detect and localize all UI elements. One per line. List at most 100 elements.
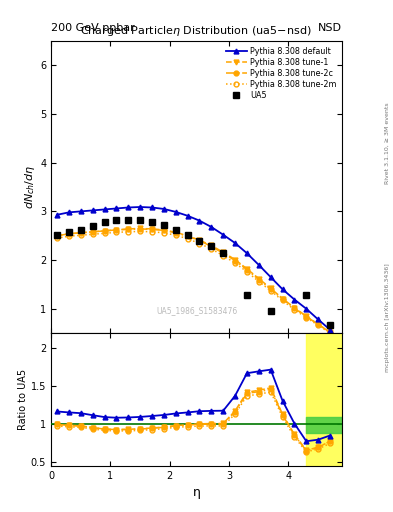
Text: 200 GeV ppbar: 200 GeV ppbar: [51, 23, 135, 33]
Line: UA5: UA5: [54, 217, 333, 328]
Pythia 8.308 tune-2c: [66, 231, 71, 237]
Pythia 8.308 tune-2c: [233, 258, 237, 264]
Pythia 8.308 tune-2c: [257, 276, 261, 283]
Pythia 8.308 tune-1: [316, 322, 321, 328]
Pythia 8.308 tune-2c: [197, 238, 202, 244]
Pythia 8.308 tune-1: [233, 257, 237, 263]
Pythia 8.308 tune-2c: [138, 226, 143, 232]
Pythia 8.308 tune-2c: [304, 313, 309, 319]
Pythia 8.308 tune-1: [114, 227, 119, 233]
Pythia 8.308 default: [185, 212, 190, 219]
Pythia 8.308 tune-1: [102, 228, 107, 234]
Text: UA5_1986_S1583476: UA5_1986_S1583476: [156, 307, 237, 315]
Pythia 8.308 tune-1: [257, 275, 261, 282]
Pythia 8.308 default: [280, 286, 285, 292]
Pythia 8.308 tune-1: [304, 313, 309, 319]
Pythia 8.308 tune-1: [328, 329, 332, 335]
Pythia 8.308 tune-2c: [328, 329, 332, 335]
Pythia 8.308 tune-2m: [114, 229, 119, 236]
Pythia 8.308 default: [150, 204, 154, 210]
UA5: [126, 217, 130, 223]
Pythia 8.308 tune-1: [55, 232, 59, 239]
Pythia 8.308 default: [233, 240, 237, 246]
Pythia 8.308 tune-2c: [90, 229, 95, 235]
Pythia 8.308 tune-2m: [233, 260, 237, 266]
Pythia 8.308 default: [268, 274, 273, 280]
Pythia 8.308 tune-1: [197, 237, 202, 243]
UA5: [138, 217, 143, 223]
Line: Pythia 8.308 tune-2m: Pythia 8.308 tune-2m: [55, 229, 332, 335]
Pythia 8.308 default: [304, 306, 309, 312]
Pythia 8.308 default: [162, 206, 166, 212]
Pythia 8.308 tune-2m: [221, 252, 226, 259]
X-axis label: η: η: [193, 486, 200, 499]
Pythia 8.308 default: [138, 204, 143, 210]
UA5: [173, 227, 178, 233]
Pythia 8.308 tune-2m: [90, 231, 95, 238]
Pythia 8.308 tune-2m: [126, 229, 130, 235]
Pythia 8.308 tune-2c: [316, 322, 321, 328]
Pythia 8.308 tune-2c: [268, 286, 273, 292]
Pythia 8.308 tune-2m: [162, 230, 166, 236]
Pythia 8.308 tune-2c: [292, 305, 297, 311]
Text: NSD: NSD: [318, 23, 342, 33]
UA5: [79, 227, 83, 233]
Pythia 8.308 default: [257, 262, 261, 268]
Pythia 8.308 default: [221, 232, 226, 238]
Pythia 8.308 default: [102, 206, 107, 212]
UA5: [328, 322, 332, 328]
Pythia 8.308 tune-2m: [150, 229, 154, 235]
Text: Rivet 3.1.10, ≥ 3M events: Rivet 3.1.10, ≥ 3M events: [385, 102, 390, 184]
Pythia 8.308 tune-1: [292, 305, 297, 311]
Pythia 8.308 tune-1: [221, 249, 226, 255]
Pythia 8.308 default: [55, 212, 59, 218]
UA5: [185, 232, 190, 238]
Y-axis label: Ratio to UA5: Ratio to UA5: [18, 369, 28, 430]
Pythia 8.308 tune-1: [162, 227, 166, 233]
Pythia 8.308 tune-2c: [55, 232, 59, 239]
UA5: [209, 243, 214, 249]
Pythia 8.308 default: [292, 296, 297, 303]
UA5: [66, 229, 71, 235]
Text: mcplots.cern.ch [arXiv:1306.3436]: mcplots.cern.ch [arXiv:1306.3436]: [385, 263, 390, 372]
Pythia 8.308 tune-1: [244, 266, 249, 272]
Pythia 8.308 tune-2c: [221, 250, 226, 257]
UA5: [244, 292, 249, 298]
Pythia 8.308 tune-2c: [126, 226, 130, 232]
Line: Pythia 8.308 tune-1: Pythia 8.308 tune-1: [55, 226, 332, 334]
Pythia 8.308 tune-2m: [66, 233, 71, 239]
Legend: Pythia 8.308 default, Pythia 8.308 tune-1, Pythia 8.308 tune-2c, Pythia 8.308 tu: Pythia 8.308 default, Pythia 8.308 tune-…: [225, 45, 338, 101]
Pythia 8.308 tune-2m: [209, 246, 214, 252]
Pythia 8.308 tune-2m: [268, 288, 273, 294]
Pythia 8.308 tune-1: [90, 229, 95, 235]
UA5: [102, 219, 107, 225]
UA5: [304, 291, 309, 297]
Pythia 8.308 tune-1: [209, 242, 214, 248]
Pythia 8.308 default: [209, 224, 214, 230]
Pythia 8.308 tune-1: [79, 230, 83, 236]
Pythia 8.308 tune-2c: [280, 296, 285, 302]
Pythia 8.308 tune-2c: [102, 228, 107, 234]
Pythia 8.308 tune-1: [150, 226, 154, 232]
Pythia 8.308 tune-1: [66, 231, 71, 237]
Pythia 8.308 tune-2c: [173, 230, 178, 236]
UA5: [90, 223, 95, 229]
Pythia 8.308 default: [197, 218, 202, 224]
Pythia 8.308 default: [328, 327, 332, 333]
UA5: [55, 232, 59, 238]
Pythia 8.308 tune-2m: [244, 269, 249, 275]
Pythia 8.308 tune-2c: [244, 267, 249, 273]
Pythia 8.308 tune-1: [138, 225, 143, 231]
Pythia 8.308 default: [90, 207, 95, 214]
Pythia 8.308 tune-2m: [316, 322, 321, 328]
Pythia 8.308 tune-2c: [114, 227, 119, 233]
Pythia 8.308 tune-2m: [197, 241, 202, 247]
Pythia 8.308 tune-1: [280, 295, 285, 302]
UA5: [150, 219, 154, 225]
Pythia 8.308 default: [66, 209, 71, 216]
Pythia 8.308 tune-2m: [102, 230, 107, 237]
Pythia 8.308 default: [244, 250, 249, 257]
Pythia 8.308 tune-1: [185, 232, 190, 239]
Pythia 8.308 default: [173, 209, 178, 215]
Pythia 8.308 tune-2c: [185, 233, 190, 239]
